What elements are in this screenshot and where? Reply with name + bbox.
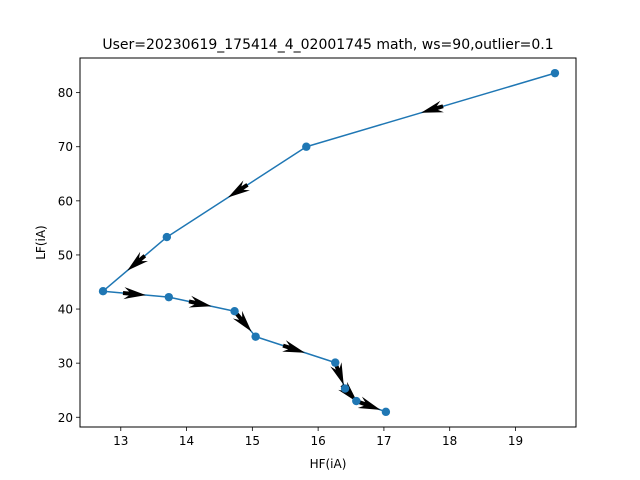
x-tick-label: 16 xyxy=(310,434,325,448)
data-point xyxy=(352,396,361,406)
y-tick-label: 80 xyxy=(58,86,73,100)
y-axis: 20 30 40 50 60 70 80 xyxy=(58,86,80,425)
data-point xyxy=(302,142,311,151)
data-point xyxy=(550,68,560,78)
plot-area xyxy=(98,68,560,417)
data-point xyxy=(340,384,350,393)
x-tick-label: 18 xyxy=(442,434,457,448)
data-point xyxy=(164,292,174,302)
direction-arrow xyxy=(357,396,381,410)
y-axis-label: LF(iA) xyxy=(34,225,48,260)
y-tick-label: 20 xyxy=(58,411,73,425)
data-point xyxy=(98,287,108,296)
data-point xyxy=(230,307,239,316)
x-tick-label: 15 xyxy=(245,434,260,448)
x-tick-label: 17 xyxy=(376,434,391,448)
arrow-layer xyxy=(122,100,444,410)
y-tick-label: 50 xyxy=(58,248,73,262)
direction-arrow xyxy=(188,295,212,308)
direction-arrow xyxy=(232,310,252,332)
marker-layer xyxy=(98,68,560,417)
direction-arrow xyxy=(228,180,250,198)
direction-arrow xyxy=(421,100,444,113)
direction-arrow xyxy=(282,340,305,353)
x-axis-label: HF(iA) xyxy=(310,457,347,471)
direction-arrow xyxy=(127,251,148,271)
data-point xyxy=(162,232,172,242)
data-point xyxy=(251,332,260,341)
y-tick-label: 60 xyxy=(58,194,73,208)
y-tick-label: 40 xyxy=(58,303,73,317)
data-point xyxy=(381,407,391,417)
chart-title: User=20230619_175414_4_02001745 math, ws… xyxy=(102,37,553,53)
direction-arrow xyxy=(330,362,344,385)
y-tick-label: 70 xyxy=(58,140,73,154)
x-tick-label: 13 xyxy=(113,434,128,448)
y-tick-label: 30 xyxy=(58,357,73,371)
direction-arrow xyxy=(122,287,146,300)
x-tick-label: 19 xyxy=(508,434,523,448)
x-tick-label: 14 xyxy=(179,434,194,448)
x-axis: 13 14 15 16 17 18 19 xyxy=(113,427,523,448)
axes-frame xyxy=(79,57,577,428)
data-point xyxy=(331,358,340,367)
